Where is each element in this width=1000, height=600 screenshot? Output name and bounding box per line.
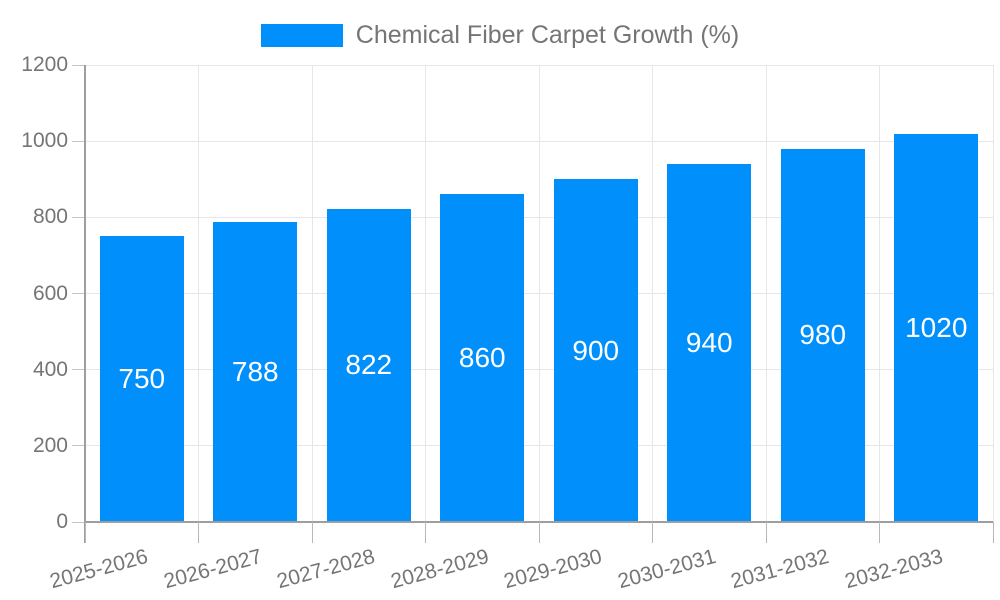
legend[interactable]: Chemical Fiber Carpet Growth (%) <box>0 21 1000 50</box>
bar-value-label: 940 <box>685 327 733 358</box>
x-axis-category-label: 2027-2028 <box>274 545 378 594</box>
y-axis-tick <box>72 64 85 66</box>
bar-value-label: 788 <box>231 355 279 387</box>
x-axis-tick <box>84 522 86 543</box>
x-axis-tick <box>652 522 653 543</box>
bar[interactable] <box>326 208 411 522</box>
x-axis-tick <box>425 522 426 543</box>
y-axis-tick-label: 600 <box>32 281 68 305</box>
x-gridline <box>765 65 767 522</box>
legend-swatch <box>260 24 343 47</box>
x-axis-tick <box>198 522 199 543</box>
y-axis-tick-label: 200 <box>32 433 68 457</box>
x-axis-tick <box>538 522 540 543</box>
x-axis-category-label: 2025-2026 <box>47 545 151 594</box>
x-axis-category-label: 2029-2030 <box>501 545 605 594</box>
y-axis-tick <box>72 445 85 447</box>
bar-value-label: 860 <box>458 342 506 374</box>
x-axis-category-label: 2031-2032 <box>728 545 832 594</box>
legend-label: Chemical Fiber Carpet Growth (%) <box>355 21 740 49</box>
x-axis-category-label: 2026-2027 <box>161 545 265 594</box>
y-axis-tick <box>72 293 85 294</box>
x-axis-category-label: 2032-2033 <box>842 545 946 594</box>
x-axis-category-label: 2030-2031 <box>615 545 719 594</box>
bar-value-label: 1020 <box>905 311 968 343</box>
x-axis-tick <box>992 522 994 543</box>
bar[interactable] <box>440 194 525 522</box>
bar-value-label: 750 <box>118 363 166 395</box>
x-gridline <box>652 65 653 522</box>
y-axis-tick-label: 1200 <box>21 53 68 76</box>
y-axis-tick-label: 400 <box>32 357 68 381</box>
y-axis-tick-label: 800 <box>32 205 68 229</box>
y-axis-tick <box>72 140 85 142</box>
y-axis-line <box>84 65 86 543</box>
y-axis-tick <box>72 369 85 371</box>
y-axis-tick <box>72 521 85 523</box>
x-axis-tick <box>311 522 313 543</box>
x-gridline <box>992 65 994 522</box>
x-gridline <box>879 65 880 522</box>
y-axis-tick-label: 0 <box>56 510 68 533</box>
bar[interactable] <box>553 179 638 522</box>
bar-value-label: 822 <box>345 349 393 381</box>
x-axis-category-label: 2028-2029 <box>388 545 492 594</box>
x-gridline <box>198 65 199 522</box>
x-gridline <box>425 65 426 522</box>
y-axis-tick-label: 1000 <box>21 129 68 153</box>
bar-value-label: 980 <box>799 319 847 351</box>
x-gridline <box>538 65 540 522</box>
bar[interactable] <box>894 133 979 522</box>
x-axis-tick <box>879 522 880 543</box>
y-axis-tick <box>72 216 85 218</box>
bar[interactable] <box>99 236 184 522</box>
bar-value-label: 900 <box>572 334 620 366</box>
x-axis-tick <box>765 522 767 543</box>
x-gridline <box>311 65 313 522</box>
bar[interactable] <box>213 221 298 522</box>
bar[interactable] <box>780 148 865 522</box>
bar[interactable] <box>667 164 752 522</box>
